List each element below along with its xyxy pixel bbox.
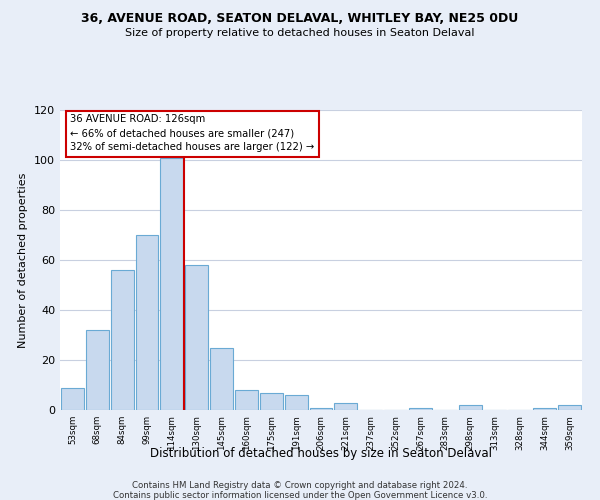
Bar xyxy=(210,348,233,410)
Bar xyxy=(61,388,84,410)
Text: Contains HM Land Registry data © Crown copyright and database right 2024.: Contains HM Land Registry data © Crown c… xyxy=(132,481,468,490)
Text: Distribution of detached houses by size in Seaton Delaval: Distribution of detached houses by size … xyxy=(150,448,492,460)
Bar xyxy=(260,392,283,410)
Bar xyxy=(111,270,134,410)
Bar xyxy=(185,265,208,410)
Text: 36, AVENUE ROAD, SEATON DELAVAL, WHITLEY BAY, NE25 0DU: 36, AVENUE ROAD, SEATON DELAVAL, WHITLEY… xyxy=(82,12,518,26)
Y-axis label: Number of detached properties: Number of detached properties xyxy=(19,172,28,348)
Bar xyxy=(285,395,308,410)
Bar xyxy=(334,402,357,410)
Bar xyxy=(235,390,258,410)
Bar xyxy=(86,330,109,410)
Text: 36 AVENUE ROAD: 126sqm
← 66% of detached houses are smaller (247)
32% of semi-de: 36 AVENUE ROAD: 126sqm ← 66% of detached… xyxy=(70,114,314,152)
Bar xyxy=(409,408,432,410)
Text: Contains public sector information licensed under the Open Government Licence v3: Contains public sector information licen… xyxy=(113,491,487,500)
Text: Size of property relative to detached houses in Seaton Delaval: Size of property relative to detached ho… xyxy=(125,28,475,38)
Bar xyxy=(558,405,581,410)
Bar xyxy=(533,408,556,410)
Bar xyxy=(136,235,158,410)
Bar xyxy=(160,158,183,410)
Bar xyxy=(459,405,482,410)
Bar xyxy=(310,408,332,410)
